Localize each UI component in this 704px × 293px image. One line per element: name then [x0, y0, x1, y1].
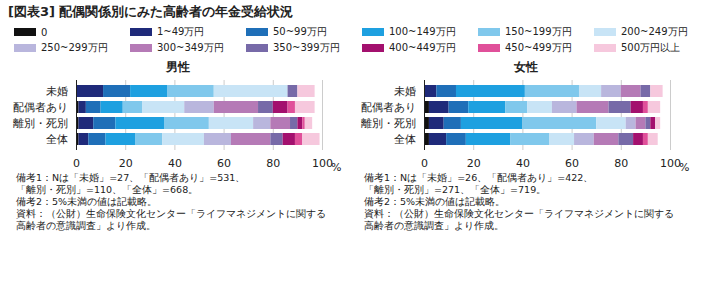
svg-text:配偶者あり: 配偶者あり: [361, 101, 416, 114]
html-text:400~449万円: 400~449万円: [389, 42, 456, 53]
html-text:50~99万円: 50~99万円: [273, 26, 327, 37]
svg-text:0: 0: [421, 157, 428, 170]
svg-text:40: 40: [168, 157, 182, 170]
svg-text:60: 60: [565, 157, 579, 170]
html-text:[図表3] 配偶関係別にみた高齢者の年金受給状況: [図表3] 配偶関係別にみた高齢者の年金受給状況: [8, 4, 294, 19]
svg-text:80: 80: [614, 157, 628, 170]
svg-text:20: 20: [467, 157, 481, 170]
svg-text:%: %: [679, 161, 689, 173]
svg-text:80: 80: [266, 157, 280, 170]
html-text:備考1：Nは「未婚」=27、「配偶者あり」=531、 「離別: 備考1：Nは「未婚」=27、「配偶者あり」=531、 「離別・死別」=110、「…: [16, 172, 326, 231]
html-text:男性: 男性: [166, 60, 190, 74]
html-text:300~349万円: 300~349万円: [157, 42, 224, 53]
svg-text:100: 100: [312, 157, 333, 170]
svg-text:配偶者あり: 配偶者あり: [13, 101, 68, 114]
svg-text:離別・死別: 離別・死別: [13, 117, 68, 130]
svg-text:未婚: 未婚: [46, 85, 68, 98]
html-text:200~249万円: 200~249万円: [621, 26, 688, 37]
svg-text:離別・死別: 離別・死別: [361, 117, 416, 130]
html-text:150~199万円: 150~199万円: [505, 26, 572, 37]
svg-text:0: 0: [73, 157, 80, 170]
svg-text:%: %: [331, 161, 341, 173]
svg-text:100: 100: [660, 157, 681, 170]
html-text:1~49万円: 1~49万円: [157, 26, 205, 37]
html-text:備考1：Nは「未婚」=26、「配偶者あり」=422、 「離別: 備考1：Nは「未婚」=26、「配偶者あり」=422、 「離別・死別」=271、「…: [364, 172, 674, 231]
html-text:450~499万円: 450~499万円: [505, 42, 572, 53]
html-text:100~149万円: 100~149万円: [389, 26, 456, 37]
svg-text:40: 40: [516, 157, 530, 170]
svg-text:60: 60: [217, 157, 231, 170]
html-text:0: 0: [41, 26, 48, 38]
svg-text:全体: 全体: [46, 133, 68, 146]
html-text:250~299万円: 250~299万円: [41, 42, 108, 53]
svg-text:20: 20: [119, 157, 133, 170]
html-text:500万円以上: 500万円以上: [621, 42, 681, 53]
svg-text:未婚: 未婚: [394, 85, 416, 98]
svg-text:全体: 全体: [394, 133, 416, 146]
html-text:女性: 女性: [514, 60, 538, 74]
html-text:350~399万円: 350~399万円: [273, 42, 340, 53]
